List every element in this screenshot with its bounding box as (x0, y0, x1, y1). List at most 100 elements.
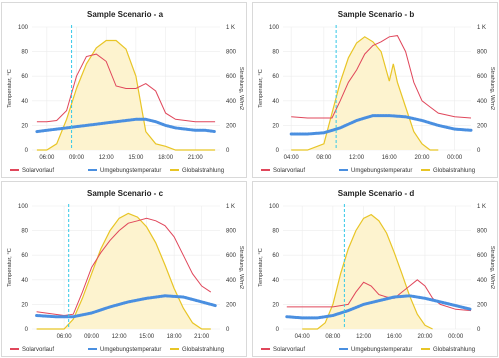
y-tick-label-left: 40 (21, 99, 28, 105)
series-area-globalstrahlung (291, 36, 439, 150)
legend-label: Solarvorlauf (273, 347, 305, 353)
x-tick-label: 20:00 (417, 334, 433, 340)
chart-title: Sample Scenario - d (338, 189, 415, 198)
y-axis-label-left: Temperatur, °C (7, 69, 13, 108)
y-tick-label-right: 1 K (477, 25, 486, 31)
series-line-globalstrahlung (36, 39, 216, 151)
series-line-solarvorlauf (36, 217, 212, 317)
y-tick-label-right: 200 (477, 123, 488, 129)
y-tick-label-right: 200 (226, 123, 237, 129)
series-line-umgebungstemperatur (289, 114, 473, 136)
series-line-solarvorlauf (291, 35, 472, 119)
x-tick-label: 20:00 (414, 155, 430, 161)
y-tick-label-left: 40 (272, 278, 279, 284)
legend-label: Globalstrahlung (182, 347, 224, 353)
x-tick-label: 12:00 (112, 334, 128, 340)
x-tick-label: 09:00 (69, 155, 85, 161)
y-axis-label-right: Strahlung, W/m2 (489, 246, 495, 289)
legend-label: Globalstrahlung (182, 168, 224, 174)
x-tick-label: 04:00 (295, 334, 311, 340)
y-tick-label-left: 80 (272, 229, 279, 235)
legend-label: Solarvorlauf (22, 347, 54, 353)
y-tick-label-right: 1 K (226, 25, 235, 31)
y-tick-label-left: 100 (18, 204, 29, 210)
y-axis-label-right: Strahlung, W/m2 (238, 67, 244, 110)
y-tick-label-left: 100 (269, 25, 280, 31)
series-area-globalstrahlung (36, 213, 211, 329)
legend-label: Umgebungstemperatur (351, 347, 412, 353)
y-tick-label-left: 60 (21, 74, 28, 80)
chart-svg-d: Sample Scenario - d 0 20 40 60 80 100 0 200 400 60… (258, 189, 495, 353)
series-line-umgebungstemperatur (35, 294, 217, 319)
x-tick-label: 16:00 (382, 155, 398, 161)
y-tick-label-right: 400 (477, 99, 488, 105)
y-tick-label-right: 0 (477, 148, 481, 154)
y-tick-label-left: 20 (21, 302, 28, 308)
x-tick-label: 18:00 (167, 334, 183, 340)
chart-svg-c: Sample Scenario - c 0 20 40 60 80 100 0 200 400 60… (7, 189, 244, 353)
y-axis-label-left: Temperatur, °C (7, 248, 13, 287)
y-tick-label-left: 0 (25, 327, 29, 333)
y-tick-label-left: 0 (276, 327, 280, 333)
series-area-globalstrahlung (302, 214, 433, 329)
chart-panel-a: Sample Scenario - a 0 20 40 60 80 100 0 200 400 60… (1, 2, 247, 178)
legend-label: Globalstrahlung (433, 168, 475, 174)
chart-svg-b: Sample Scenario - b 0 20 40 60 80 100 0 200 400 60… (258, 10, 495, 174)
y-tick-label-right: 800 (477, 50, 488, 56)
x-tick-label: 06:00 (39, 155, 55, 161)
x-tick-label: 12:00 (356, 334, 372, 340)
y-tick-label-left: 40 (272, 99, 279, 105)
legend-label: Umgebungstemperatur (100, 347, 161, 353)
x-tick-label: 08:00 (325, 334, 341, 340)
y-tick-label-right: 600 (226, 253, 237, 259)
y-tick-label-left: 100 (269, 204, 280, 210)
y-tick-label-right: 400 (477, 278, 488, 284)
y-tick-label-right: 0 (226, 148, 230, 154)
y-tick-label-right: 200 (226, 302, 237, 308)
y-tick-label-left: 80 (21, 229, 28, 235)
x-tick-label: 06:00 (57, 334, 73, 340)
legend-label: Solarvorlauf (22, 168, 54, 174)
series-area-globalstrahlung (36, 40, 216, 150)
legend-label: Umgebungstemperatur (100, 168, 161, 174)
y-axis-label-right: Strahlung, W/m2 (489, 67, 495, 110)
y-tick-label-left: 20 (272, 123, 279, 129)
y-tick-label-right: 600 (477, 253, 488, 259)
y-tick-label-left: 20 (272, 302, 279, 308)
y-tick-label-left: 80 (21, 50, 28, 56)
series-line-umgebungstemperatur (285, 294, 473, 320)
x-tick-label: 15:00 (139, 334, 155, 340)
x-tick-label: 08:00 (316, 155, 332, 161)
y-tick-label-left: 80 (272, 50, 279, 56)
series-line-solarvorlauf (286, 279, 472, 312)
y-tick-label-left: 0 (276, 148, 280, 154)
y-tick-label-right: 800 (226, 50, 237, 56)
y-tick-label-left: 40 (21, 278, 28, 284)
series-line-umgebungstemperatur (35, 117, 217, 134)
chart-title: Sample Scenario - a (87, 10, 164, 19)
x-tick-label: 21:00 (194, 334, 210, 340)
chart-title: Sample Scenario - b (338, 10, 415, 19)
x-tick-label: 00:00 (448, 334, 464, 340)
y-tick-label-right: 800 (226, 229, 237, 235)
y-tick-label-left: 60 (272, 253, 279, 259)
x-tick-label: 12:00 (349, 155, 365, 161)
y-tick-label-right: 0 (226, 327, 230, 333)
y-tick-label-right: 0 (477, 327, 481, 333)
x-tick-label: 16:00 (387, 334, 403, 340)
y-tick-label-left: 60 (272, 74, 279, 80)
y-tick-label-right: 1 K (477, 204, 486, 210)
y-tick-label-left: 60 (21, 253, 28, 259)
chart-svg-a: Sample Scenario - a 0 20 40 60 80 100 0 200 400 60… (7, 10, 244, 174)
y-tick-label-right: 1 K (226, 204, 235, 210)
x-tick-label: 09:00 (84, 334, 100, 340)
y-axis-label-right: Strahlung, W/m2 (238, 246, 244, 289)
x-tick-label: 15:00 (128, 155, 144, 161)
y-axis-label-left: Temperatur, °C (258, 248, 264, 287)
y-tick-label-right: 600 (477, 74, 488, 80)
series-line-solarvorlauf (36, 53, 216, 123)
x-tick-label: 00:00 (447, 155, 463, 161)
y-tick-label-left: 20 (21, 123, 28, 129)
y-tick-label-left: 0 (25, 148, 29, 154)
